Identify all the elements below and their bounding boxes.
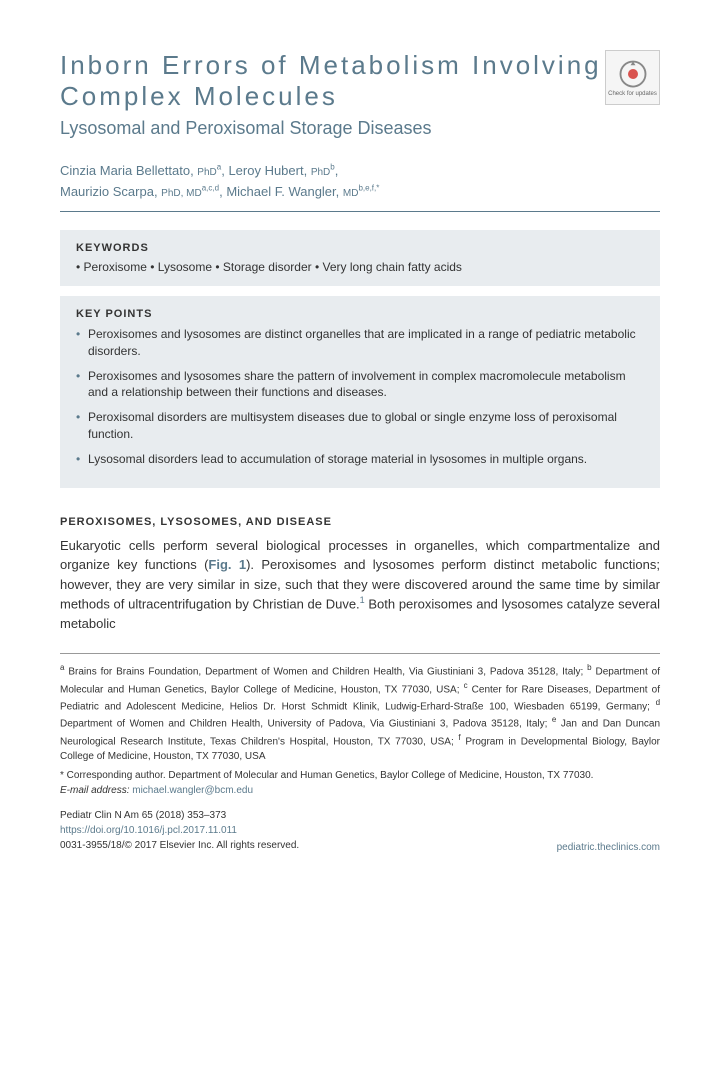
check-updates-badge[interactable]: Check for updates xyxy=(605,50,660,105)
authors-block: Cinzia Maria Bellettato, PhDa, Leroy Hub… xyxy=(60,161,660,212)
keypoints-list: Peroxisomes and lysosomes are distinct o… xyxy=(76,326,644,468)
keypoint-item: Lysosomal disorders lead to accumulation… xyxy=(76,451,644,468)
doi-link[interactable]: https://doi.org/10.1016/j.pcl.2017.11.01… xyxy=(60,823,299,838)
copyright: 0031-3955/18/© 2017 Elsevier Inc. All ri… xyxy=(60,838,299,853)
keypoint-item: Peroxisomes and lysosomes are distinct o… xyxy=(76,326,644,360)
author-2: Leroy Hubert, PhDb xyxy=(228,163,334,178)
section-heading: PEROXISOMES, LYSOSOMES, AND DISEASE xyxy=(60,516,660,528)
journal-citation: Pediatr Clin N Am 65 (2018) 353–373 xyxy=(60,808,299,823)
keypoints-heading: KEY POINTS xyxy=(76,308,644,320)
author-1: Cinzia Maria Bellettato, PhDa xyxy=(60,163,221,178)
check-updates-label: Check for updates xyxy=(608,91,657,97)
keypoint-item: Peroxisomes and lysosomes share the patt… xyxy=(76,368,644,402)
article-title: Inborn Errors of Metabolism Involving Co… xyxy=(60,50,605,112)
site-link[interactable]: pediatric.theclinics.com xyxy=(557,842,660,853)
keypoints-box: KEY POINTS Peroxisomes and lysosomes are… xyxy=(60,296,660,488)
keywords-box: KEYWORDS • Peroxisome • Lysosome • Stora… xyxy=(60,230,660,286)
check-updates-icon xyxy=(618,59,648,89)
title-block: Inborn Errors of Metabolism Involving Co… xyxy=(60,50,605,161)
keywords-heading: KEYWORDS xyxy=(76,242,644,254)
email-link[interactable]: michael.wangler@bcm.edu xyxy=(132,785,253,796)
body-paragraph: Eukaryotic cells perform several biologi… xyxy=(60,536,660,634)
article-subtitle: Lysosomal and Peroxisomal Storage Diseas… xyxy=(60,118,605,139)
author-3: Maurizio Scarpa, PhD, MDa,c,d xyxy=(60,184,219,199)
keypoint-item: Peroxisomal disorders are multisystem di… xyxy=(76,409,644,443)
corresponding-author: * Corresponding author. Department of Mo… xyxy=(60,768,660,798)
affiliations-block: a Brains for Brains Foundation, Departme… xyxy=(60,653,660,764)
keywords-list: • Peroxisome • Lysosome • Storage disord… xyxy=(76,260,644,274)
page-footer: Pediatr Clin N Am 65 (2018) 353–373 http… xyxy=(60,808,660,853)
author-4: Michael F. Wangler, MDb,e,f,* xyxy=(226,184,379,199)
figure-link[interactable]: Fig. 1 xyxy=(208,557,246,572)
footer-left: Pediatr Clin N Am 65 (2018) 353–373 http… xyxy=(60,808,299,853)
header-row: Inborn Errors of Metabolism Involving Co… xyxy=(60,50,660,161)
